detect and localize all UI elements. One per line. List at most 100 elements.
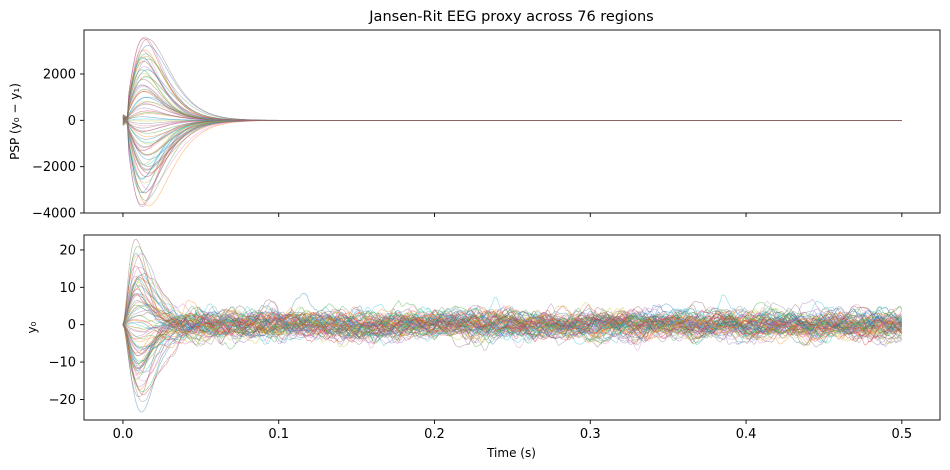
series-line [122,56,902,122]
series-line [122,299,902,392]
series-line [122,116,902,121]
series-line [122,117,902,160]
series-line [122,306,903,339]
series-line [122,292,903,340]
series-line [122,283,902,341]
series-line [122,304,902,350]
series-line [122,101,902,121]
series-line [122,303,902,362]
series-line [122,49,902,124]
series-line [122,57,902,121]
series-line [122,302,903,367]
series-line [122,306,902,402]
series-line [122,119,902,152]
series-line [122,116,902,132]
x-tick-label: 0.3 [580,427,601,442]
series-line [122,308,902,354]
series-line [122,310,902,346]
series-line [122,117,902,129]
y-tick-label: 2000 [43,68,76,83]
series-line [122,116,902,151]
series-line [122,58,902,121]
series-line [122,275,903,343]
series-line [122,293,902,349]
series-line [122,306,902,374]
series-line [122,278,902,344]
series-line [122,115,902,148]
series-line [122,294,903,345]
series-line [122,310,902,370]
series-line [122,308,902,369]
series-line [122,75,902,125]
series-line [122,308,903,367]
series-line [122,119,902,155]
series-line [122,119,902,180]
x-tick-label: 0.4 [736,427,757,442]
series-line [122,307,903,343]
series-line [122,253,903,346]
series-line [122,305,903,345]
series-line [122,97,902,121]
series-line [122,306,902,340]
series-line [122,265,902,340]
series-line [122,276,902,345]
series-line [122,119,902,140]
series-line [122,101,902,123]
y-tick-label: −2000 [32,160,76,175]
series-line [122,91,902,125]
series-line [122,267,902,344]
series-line [122,119,902,132]
series-line [122,300,903,344]
series-line [122,114,902,194]
series-line [122,114,902,122]
series-line [122,114,902,190]
top-y-axis-label: PSP (y₀ − y₁) [8,83,22,160]
series-line [122,45,902,123]
series-line [122,110,902,121]
y-tick-label: −10 [49,356,76,371]
series-line [122,304,903,365]
x-tick-label: 0.1 [268,427,289,442]
series-line [122,112,902,121]
series-line [122,304,903,345]
series-line [122,238,903,346]
series-line [122,78,902,121]
series-line [122,85,902,121]
series-line [122,119,902,156]
x-tick-label: 0.0 [113,427,134,442]
series-line [122,285,902,344]
series-line [122,117,902,206]
series-line [122,61,902,121]
series-line [122,303,903,342]
x-axis-label: Time (s) [486,446,536,460]
y-tick-label: 0 [68,318,76,333]
series-line [122,310,902,348]
series-line [122,293,902,343]
series-lines [122,238,903,413]
series-line [122,69,902,124]
series-line [122,119,902,174]
series-line [122,304,902,344]
series-line [122,304,903,371]
series-line [122,274,902,347]
series-line [122,306,902,376]
series-line [122,84,902,125]
series-line [122,38,902,121]
series-line [122,118,902,177]
series-line [122,119,902,138]
series-line [122,309,902,347]
y-tick-label: 10 [59,281,76,296]
series-line [122,117,902,171]
series-line [122,294,903,343]
series-line [122,56,902,121]
series-line [122,303,902,349]
series-line [122,307,902,413]
y-tick-label: −20 [49,393,76,408]
series-line [122,89,902,121]
series-line [122,118,902,201]
series-line [122,288,902,342]
series-line [122,306,903,397]
series-line [122,309,902,375]
series-line [122,96,902,125]
series-line [122,38,902,123]
